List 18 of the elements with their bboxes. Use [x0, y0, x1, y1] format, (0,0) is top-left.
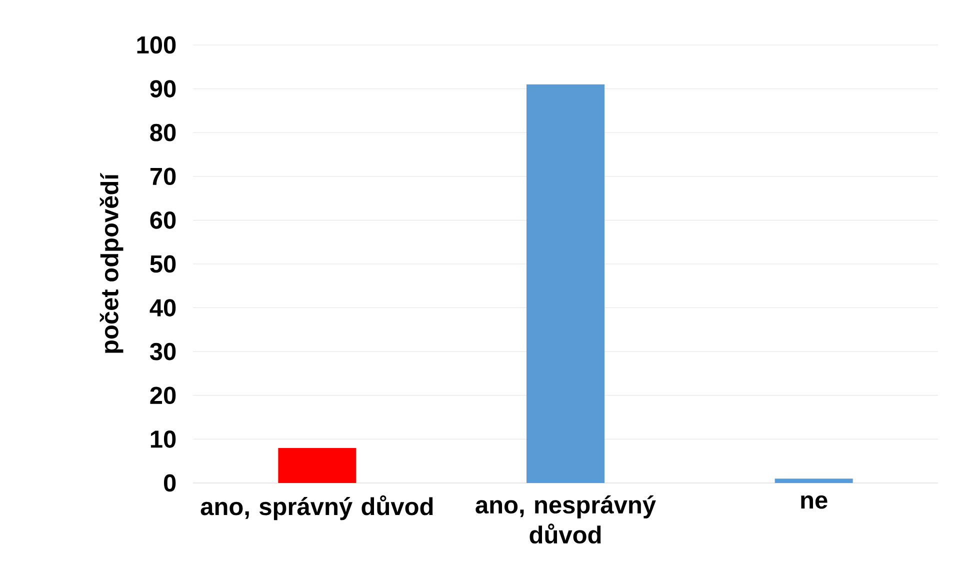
y-tick-label: 40 [150, 299, 176, 316]
y-tick-label: 70 [150, 168, 176, 186]
y-tick-label: 50 [150, 255, 176, 273]
y-axis-title: počet odpovědí [100, 172, 124, 353]
y-tick-label: 30 [150, 342, 176, 360]
bar [526, 84, 605, 483]
y-tick-label: 60 [150, 212, 176, 229]
y-tick-label: 10 [150, 430, 176, 448]
x-tick-label: ano, nesprávný důvod [476, 495, 656, 544]
y-tick-label: 20 [150, 386, 176, 404]
bar [278, 448, 356, 483]
x-tick-label: ne [801, 495, 828, 509]
y-tick-label: 0 [164, 474, 176, 492]
y-tick-label: 100 [137, 36, 176, 54]
x-tick-label: ano, správný důvod [200, 495, 433, 520]
y-tick-label: 80 [150, 124, 176, 142]
bar [774, 478, 853, 483]
y-tick-label: 90 [150, 80, 176, 98]
